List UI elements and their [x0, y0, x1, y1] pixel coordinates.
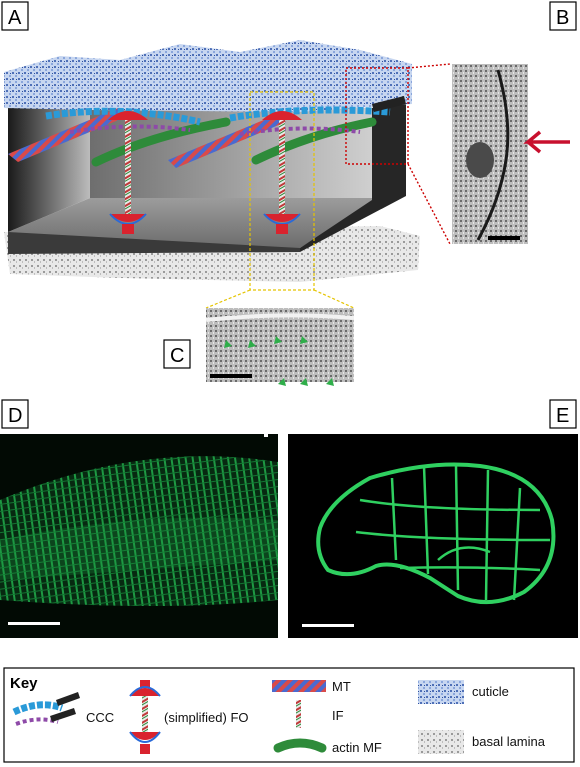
ccc-chain-2 [229, 106, 391, 122]
ccc-icon [12, 692, 80, 726]
fo-density-b [466, 142, 494, 178]
arrowhead-c-3 [274, 336, 282, 344]
panel-label-c: C [170, 345, 184, 367]
key-ccc-label: CCC [86, 710, 114, 725]
mt-icon [272, 680, 326, 692]
mt-bundle-2 [168, 114, 286, 168]
guide-line-c-left [205, 289, 251, 309]
cell-outline-e [316, 462, 556, 605]
scale-bar-e [302, 624, 354, 627]
fo-icon [129, 680, 161, 754]
panel-b [452, 64, 570, 244]
panel-d [0, 434, 278, 638]
fluorescence-image-e [288, 434, 578, 638]
selection-box-b [345, 67, 409, 165]
panel-label-d-box [1, 399, 29, 429]
key-basal-label: basal lamina [472, 734, 546, 749]
cuticle-line-c [205, 313, 355, 322]
arrowhead-c-5 [278, 378, 286, 386]
arrow-b [523, 130, 570, 154]
cuticle-icon [418, 680, 464, 704]
fibrous-organelle-2 [262, 111, 302, 234]
panel-c [205, 308, 355, 386]
key-actin-label: actin MF [332, 740, 382, 755]
arrowhead-c-4 [300, 336, 308, 344]
box-right-wall [300, 104, 406, 252]
if-icon [296, 700, 301, 728]
key-if-label: IF [332, 708, 344, 723]
muscle-band-d-lower [0, 517, 278, 580]
membrane-line-b [476, 69, 510, 241]
panel-label-e-box [549, 399, 577, 429]
selection-box-c [249, 91, 315, 291]
panel-label-b: B [556, 7, 569, 29]
panel-e [288, 434, 578, 638]
ccc-purple-1 [69, 124, 191, 134]
panel-label-a-box [1, 1, 29, 31]
arrowhead-c-1 [224, 340, 232, 348]
key-mt-label: MT [332, 679, 351, 694]
guide-line-b-top [407, 63, 451, 69]
panel-label-d: D [8, 405, 22, 427]
corner-mark-d [264, 434, 268, 437]
panel-label-b-box [549, 1, 577, 31]
mt-bundle-1 [8, 108, 128, 162]
box-back-wall [90, 108, 372, 198]
ccc-connector [372, 96, 406, 112]
key-cuticle-label: cuticle [472, 684, 509, 699]
panel-label-e: E [556, 405, 569, 427]
scale-bar-d [8, 622, 60, 625]
box-front-edge [8, 232, 300, 254]
guide-line-c-right [313, 289, 355, 309]
cell-junctions-e [355, 465, 551, 601]
actin-mf-icon [273, 738, 327, 753]
key-fo-label: (simplified) FO [164, 710, 249, 725]
key-title: Key [10, 675, 38, 692]
muscle-band-d [0, 456, 278, 606]
panel-label-c-box [163, 339, 191, 369]
arrowhead-c-2 [248, 340, 256, 348]
guide-line-b-bottom [407, 163, 451, 245]
arrowhead-c-6 [300, 378, 308, 386]
panel-label-a: A [8, 7, 22, 29]
actin-mf-2 [251, 117, 377, 165]
ccc-purple-2 [239, 126, 361, 136]
cuticle-layer [4, 40, 412, 112]
ccc-chain-1 [45, 107, 201, 126]
basal-lamina-icon [418, 730, 464, 754]
actin-mf-1 [91, 117, 231, 167]
fibrous-organelle-1 [108, 111, 148, 234]
panel-a [4, 40, 451, 309]
cell-inner-curve-e [437, 546, 491, 561]
arrowhead-c-7 [326, 378, 334, 386]
scale-bar-b [488, 236, 520, 240]
scale-bar-c [210, 374, 252, 378]
key-panel: Key CCC (simplified) FO MT IF actin MF [3, 667, 575, 763]
